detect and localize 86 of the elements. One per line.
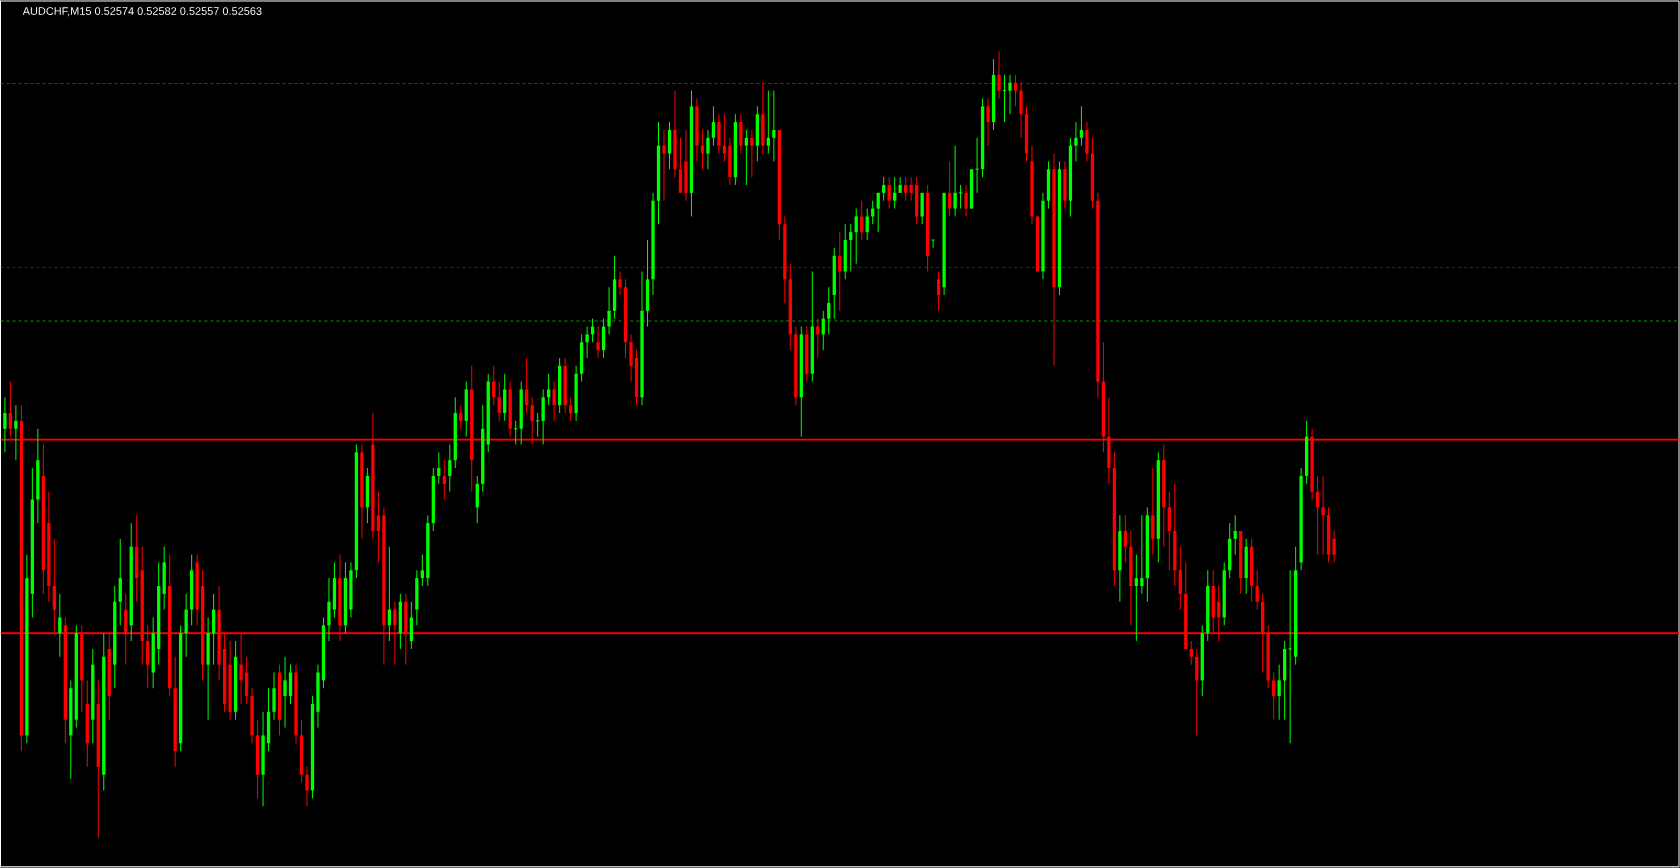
candlestick: [305, 766, 309, 807]
candlestick: [1332, 530, 1336, 564]
candlestick: [618, 271, 622, 296]
candlestick: [986, 98, 990, 147]
candlestick: [1321, 475, 1325, 556]
candlestick: [974, 137, 980, 194]
candlestick: [882, 176, 886, 202]
candlestick: [1140, 514, 1144, 595]
candlestick: [1002, 74, 1007, 123]
candlestick: [283, 656, 287, 729]
candlestick: [503, 373, 507, 422]
candlestick: [1233, 514, 1237, 556]
candlestick: [827, 286, 831, 336]
candlestick: [1013, 74, 1018, 107]
candlestick: [1134, 554, 1138, 642]
candlestick: [58, 593, 62, 658]
candlestick: [629, 334, 633, 383]
candlestick: [1085, 121, 1089, 163]
candlestick: [1178, 546, 1182, 611]
candlestick: [997, 50, 1001, 100]
chart-title: AUDCHF,M15 0.52574 0.52582 0.52557 0.52563: [22, 7, 262, 17]
candlestick: [678, 137, 683, 194]
candlestick: [893, 176, 897, 210]
candlestick: [327, 577, 331, 642]
candlestick: [547, 373, 551, 406]
candlestick: [920, 192, 924, 225]
candlestick: [772, 90, 776, 163]
candlestick: [14, 404, 18, 461]
candlestick: [958, 184, 963, 210]
candlestick: [535, 412, 540, 438]
candlestick: [513, 420, 518, 446]
candlestick: [3, 396, 7, 453]
candlestick: [8, 381, 13, 438]
candlestick: [420, 554, 424, 587]
candlestick: [947, 161, 952, 218]
candlestick: [953, 145, 957, 218]
candlestick: [1255, 569, 1259, 611]
candlestick: [272, 672, 276, 721]
candlestick: [854, 208, 858, 265]
candlestick: [706, 129, 710, 170]
candlestick: [497, 381, 501, 422]
candlestick: [750, 129, 754, 178]
candlestick: [596, 326, 600, 359]
candlestick: [118, 538, 122, 626]
candlestick: [766, 90, 770, 155]
candlestick: [459, 404, 463, 430]
candlestick: [442, 459, 446, 501]
candlestick: [667, 121, 672, 170]
candlestick: [739, 113, 743, 155]
candlestick: [930, 239, 936, 249]
candlestick: [887, 176, 891, 210]
candlestick: [552, 381, 556, 422]
candlestick: [568, 396, 573, 422]
candlestick: [1167, 491, 1171, 571]
candlestick: [662, 129, 666, 202]
candlestick: [541, 389, 545, 446]
candlestick: [909, 176, 913, 202]
candlestick: [1189, 640, 1193, 666]
candlestick: [1272, 672, 1276, 721]
candlestick: [448, 444, 452, 493]
candlestick: [936, 271, 941, 312]
candlestick: [964, 184, 968, 218]
candlestick: [700, 129, 705, 170]
candlestick: [876, 192, 880, 233]
candlestick: [376, 491, 381, 564]
candlestick: [711, 105, 716, 147]
candlestick: [722, 113, 727, 163]
candlestick: [437, 451, 441, 485]
candlestick: [1123, 514, 1128, 564]
candlestick: [1287, 569, 1293, 744]
candlestick: [1074, 121, 1078, 163]
candlestick: [865, 208, 869, 241]
candlestick: [1008, 74, 1012, 115]
candlestick: [607, 286, 611, 336]
candlestick: [1019, 82, 1023, 139]
candlestick: [1151, 467, 1155, 556]
candlestick: [1079, 105, 1084, 147]
candlestick: [904, 176, 908, 202]
candlestick: [1277, 664, 1281, 721]
candlestick: [860, 200, 864, 241]
candlestick: [409, 601, 413, 650]
candlestick: [525, 357, 529, 414]
candlestick: [849, 223, 853, 273]
candlestick: [585, 326, 589, 359]
candlestick: [744, 129, 749, 186]
candlestick: [717, 113, 721, 155]
